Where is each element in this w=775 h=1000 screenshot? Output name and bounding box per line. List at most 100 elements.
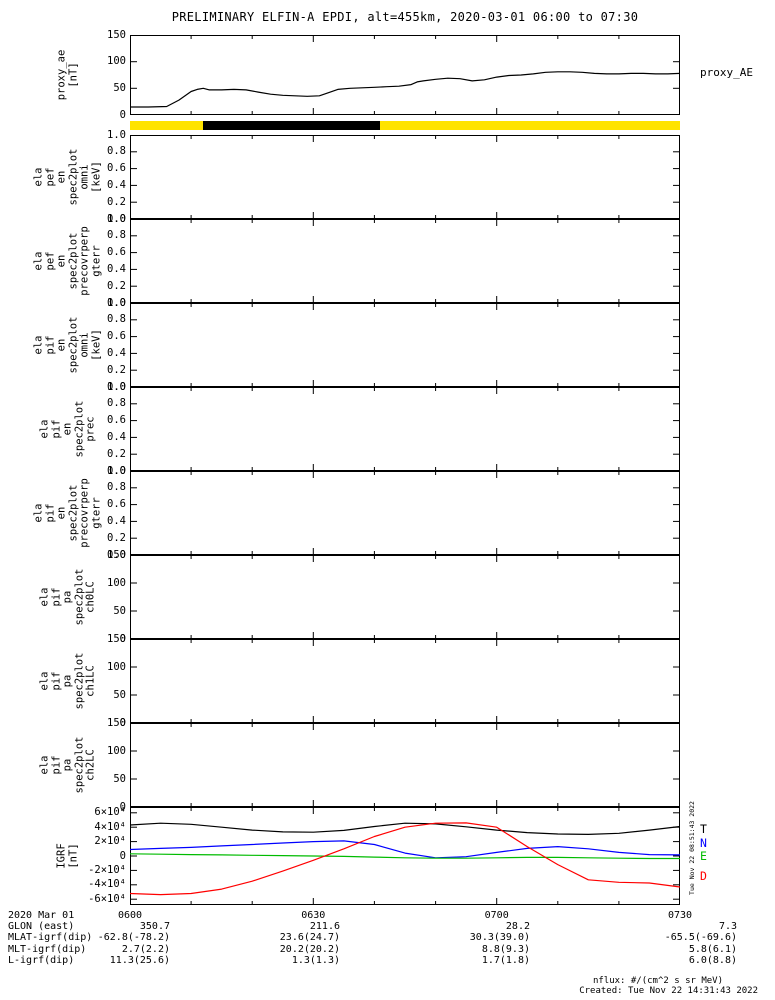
ylabel-pif_pa_ch2LC: ela pif pa spec2plot ch2LC (38, 736, 97, 794)
ytick-pef_en_omni-1: 0.8 (107, 145, 126, 158)
nflux-units-label: nflux: #/(cm^2 s sr MeV) (592, 976, 723, 986)
ylabel-pif_pa_ch0LC: ela pif pa spec2plot ch0LC (38, 568, 97, 626)
footer-value-3-0: 2.7(2.2) (121, 943, 170, 955)
ytick-pif_en_prec-4: 0.2 (107, 447, 126, 460)
ytick-pif_pa_ch1LC-2: 50 (113, 688, 126, 701)
panel-pif_pa_ch0LC (130, 555, 680, 639)
ytick-pif_pa_ch0LC-0: 150 (107, 548, 126, 561)
ytick-pif_pa_ch1LC-0: 150 (107, 632, 126, 645)
ytick-pif_en_precovrperp_gterr-1: 0.8 (107, 481, 126, 494)
ylabel-pif_en_omni: ela pif en spec2plot omni [keV] (32, 316, 103, 374)
ytick-pif_en_omni-2: 0.6 (107, 330, 126, 343)
ylabel-proxy_ae: proxy_ae [nT] (55, 49, 80, 101)
ylabel-pif_en_prec: ela pif en spec2plot prec (38, 400, 97, 458)
ytick-pif_pa_ch0LC-3: 0 (119, 632, 126, 645)
plot-title: PRELIMINARY ELFIN-A EPDI, alt=455km, 202… (171, 10, 639, 24)
ytick-pef_en_precovrperp_gterr-5: 0.0 (107, 296, 126, 309)
ytick-pef_en_omni-3: 0.4 (107, 178, 126, 191)
igrf-legend-D: D (700, 869, 707, 883)
status-segment-yellow (130, 121, 680, 130)
panel-pif_pa_ch2LC (130, 723, 680, 807)
ytick-proxy_ae-2: 50 (113, 81, 126, 94)
ylabel-pif_en_precovrperp_gterr: ela pif en spec2plot precovrperp gterr (32, 478, 103, 548)
ytick-pif_en_prec-5: 0.0 (107, 464, 126, 477)
status-segment-black (203, 121, 381, 130)
footer-row-label-3: MLT-igrf(dip) (8, 943, 87, 955)
ytick-igrf-0: 6×10⁴ (94, 806, 126, 819)
footer-row-label-2: MLAT-igrf(dip) (8, 932, 93, 944)
ytick-pif_en_prec-1: 0.8 (107, 397, 126, 410)
xaxis-tick-label-3: 0730 (667, 910, 693, 921)
footer-value-2-3: -65.5(-69.6) (664, 932, 737, 944)
ytick-igrf-4: -2×10⁴ (88, 863, 126, 876)
footer-value-1-2: 28.2 (505, 921, 530, 933)
igrf-legend-T: T (700, 822, 707, 836)
ytick-pif_en_precovrperp_gterr-4: 0.2 (107, 531, 126, 544)
ytick-igrf-2: 2×10⁴ (94, 835, 126, 848)
ytick-proxy_ae-0: 150 (107, 28, 126, 41)
panel-proxy_ae (130, 35, 680, 115)
panel-pef_en_omni (130, 135, 680, 219)
footer-row-label-1: GLON (east) (8, 921, 75, 933)
footer-value-3-2: 8.8(9.3) (481, 943, 530, 955)
panel-pef_en_precovrperp_gterr (130, 219, 680, 303)
ytick-pif_pa_ch2LC-0: 150 (107, 716, 126, 729)
ytick-pif_en_omni-3: 0.4 (107, 346, 126, 359)
xaxis-tick-label-0: 0600 (117, 910, 143, 921)
ytick-pef_en_omni-2: 0.6 (107, 162, 126, 175)
igrf-legend-N: N (700, 836, 707, 850)
footer-value-2-0: -62.8(-78.2) (97, 932, 170, 944)
ytick-pif_pa_ch1LC-3: 0 (119, 716, 126, 729)
ytick-pif_en_precovrperp_gterr-0: 1.0 (107, 464, 126, 477)
ylabel-igrf: IGRF [nT] (55, 843, 80, 869)
footer-value-1-0: 350.7 (139, 921, 170, 933)
footer-value-4-1: 1.3(1.3) (291, 954, 340, 966)
ytick-pef_en_omni-4: 0.2 (107, 195, 126, 208)
ytick-igrf-1: 4×10⁴ (94, 820, 126, 833)
xaxis-tick-label-1: 0630 (301, 910, 326, 921)
footer-value-3-3: 5.8(6.1) (688, 943, 737, 955)
ytick-pef_en_precovrperp_gterr-0: 1.0 (107, 212, 126, 225)
ytick-pef_en_precovrperp_gterr-1: 0.8 (107, 229, 126, 242)
ytick-pif_en_omni-5: 0.0 (107, 380, 126, 393)
ytick-pif_en_omni-0: 1.0 (107, 296, 126, 309)
ytick-pif_en_precovrperp_gterr-3: 0.4 (107, 514, 126, 527)
panel-pif_en_omni (130, 303, 680, 387)
footer-value-4-0: 11.3(25.6) (109, 954, 170, 966)
ytick-pif_en_prec-2: 0.6 (107, 414, 126, 427)
ytick-pef_en_omni-0: 1.0 (107, 128, 126, 141)
panel-pif_pa_ch1LC (130, 639, 680, 723)
ytick-pef_en_precovrperp_gterr-3: 0.4 (107, 262, 126, 275)
ytick-pif_pa_ch1LC-1: 100 (107, 660, 126, 673)
created-label: Created: Tue Nov 22 14:31:43 2022 (579, 986, 758, 996)
ytick-proxy_ae-3: 0 (119, 108, 126, 121)
ytick-igrf-6: -6×10⁴ (88, 892, 126, 905)
footer-value-3-1: 20.2(20.2) (279, 943, 340, 955)
footer-value-1-1: 211.6 (309, 921, 340, 933)
ytick-pif_en_omni-1: 0.8 (107, 313, 126, 326)
igrf-legend-E: E (700, 849, 707, 863)
ytick-pif_en_prec-3: 0.4 (107, 430, 126, 443)
ytick-igrf-5: -4×10⁴ (88, 878, 126, 891)
panel-pif_en_precovrperp_gterr (130, 471, 680, 555)
ytick-proxy_ae-1: 100 (107, 55, 126, 68)
footer-value-4-3: 6.0(8.8) (688, 954, 737, 966)
ytick-pif_pa_ch2LC-3: 0 (119, 800, 126, 813)
ytick-pef_en_precovrperp_gterr-2: 0.6 (107, 246, 126, 259)
footer-row-label-4: L-igrf(dip) (8, 954, 75, 966)
footer-value-4-2: 1.7(1.8) (481, 954, 530, 966)
ytick-pef_en_omni-5: 0.0 (107, 212, 126, 225)
footer-value-2-2: 30.3(39.0) (469, 932, 530, 944)
side-timestamp: Tue Nov 22 08:51:43 2022 (688, 801, 696, 895)
ytick-igrf-3: 0 (119, 849, 126, 862)
ytick-pif_en_prec-0: 1.0 (107, 380, 126, 393)
ytick-pif_pa_ch0LC-2: 50 (113, 604, 126, 617)
footer-value-1-3: 7.3 (718, 921, 737, 933)
ytick-pef_en_precovrperp_gterr-4: 0.2 (107, 279, 126, 292)
ytick-pif_en_precovrperp_gterr-2: 0.6 (107, 498, 126, 511)
ylabel-pif_pa_ch1LC: ela pif pa spec2plot ch1LC (38, 652, 97, 710)
ytick-pif_en_precovrperp_gterr-5: 0.0 (107, 548, 126, 561)
ytick-pif_pa_ch0LC-1: 100 (107, 576, 126, 589)
panel-igrf (130, 807, 680, 905)
